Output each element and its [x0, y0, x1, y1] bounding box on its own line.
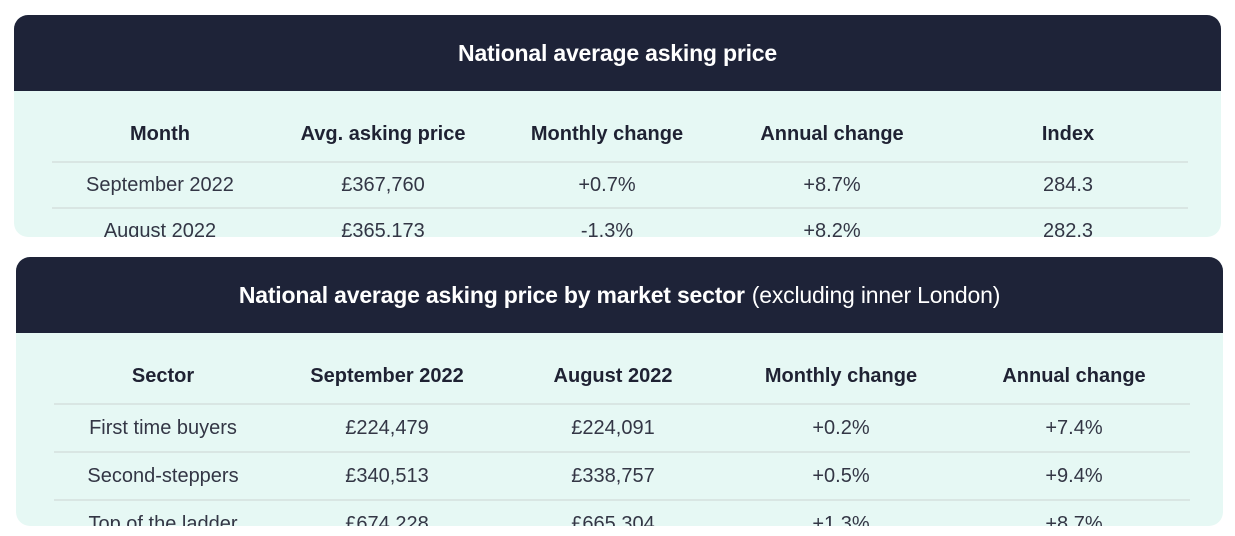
cell-index: 284.3: [1042, 173, 1094, 196]
cell-monthly-change: +0.7%: [578, 173, 636, 196]
column-header-sector: Sector: [54, 333, 272, 405]
cell-index: 282.3: [948, 207, 1188, 237]
table-header-row: Month Avg. asking price Monthly change A…: [52, 91, 1188, 163]
column-header-september-2022: September 2022: [272, 333, 502, 405]
table-row: September 2022 £367,760 +0.7% +8.7% 284.…: [52, 162, 1188, 208]
cell-sector: Second-steppers: [54, 451, 272, 500]
table-subtitle: (excluding inner London): [751, 281, 1001, 308]
table-header-row: Sector September 2022 August 2022 Monthl…: [54, 333, 1190, 405]
cell-september-2022: £224,479: [345, 416, 429, 439]
cell-sector: First time buyers: [89, 416, 237, 439]
table-row: August 2022 £365,173 -1.3% +8.2% 282.3: [52, 207, 1188, 237]
cell-sector: Top of the ladder: [54, 499, 272, 526]
column-header-august-2022: August 2022: [502, 333, 724, 405]
column-header-month: Month: [52, 91, 268, 163]
card-header: National average asking price: [14, 15, 1221, 91]
cell-monthly-change: -1.3%: [498, 207, 716, 237]
cell-august-2022: £665,304: [502, 499, 724, 526]
market-sector-card: National average asking price by market …: [16, 257, 1223, 526]
column-header-annual-change: Annual change: [716, 91, 948, 163]
column-header-monthly-change: Monthly change: [724, 333, 958, 405]
cell-annual-change: +8.7%: [803, 173, 861, 196]
table-row: Second-steppers £340,513 £338,757 +0.5% …: [54, 451, 1190, 500]
cell-september-2022: £340,513: [272, 451, 502, 500]
cell-monthly-change: +1.3%: [724, 499, 958, 526]
column-header-monthly-change: Monthly change: [498, 91, 716, 163]
cell-monthly-change: +0.2%: [812, 416, 870, 439]
cell-avg-asking-price: £367,760: [341, 173, 425, 196]
cell-avg-asking-price: £365,173: [268, 207, 498, 237]
market-sector-table: Sector September 2022 August 2022 Monthl…: [54, 333, 1190, 526]
cell-august-2022: £224,091: [571, 416, 655, 439]
table-title: National average asking price by market …: [238, 281, 745, 308]
cell-august-2022: £338,757: [502, 451, 724, 500]
table-row: Top of the ladder £674,228 £665,304 +1.3…: [54, 499, 1190, 526]
column-header-index: Index: [948, 91, 1188, 163]
cell-annual-change: +7.4%: [1045, 416, 1103, 439]
cell-month: August 2022: [52, 207, 268, 237]
card-header: National average asking price by market …: [16, 257, 1223, 333]
cell-annual-change: +8.2%: [716, 207, 948, 237]
cell-month: September 2022: [86, 173, 234, 196]
cell-monthly-change: +0.5%: [724, 451, 958, 500]
national-asking-price-card: National average asking price Month Avg.…: [14, 15, 1221, 237]
cell-annual-change: +8.7%: [958, 499, 1190, 526]
national-asking-price-table: Month Avg. asking price Monthly change A…: [52, 91, 1188, 237]
cell-september-2022: £674,228: [272, 499, 502, 526]
column-header-avg-asking-price: Avg. asking price: [268, 91, 498, 163]
cell-annual-change: +9.4%: [958, 451, 1190, 500]
column-header-annual-change: Annual change: [958, 333, 1190, 405]
table-row: First time buyers £224,479 £224,091 +0.2…: [54, 404, 1190, 452]
table-title: National average asking price: [458, 39, 777, 66]
